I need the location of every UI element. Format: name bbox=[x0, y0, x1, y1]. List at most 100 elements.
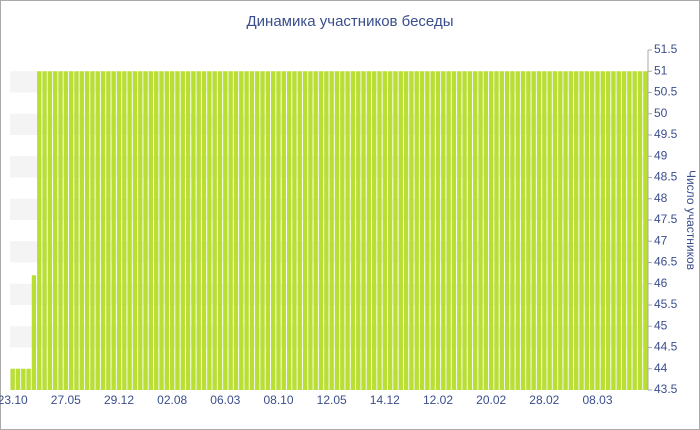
bar bbox=[403, 71, 409, 390]
bar bbox=[132, 71, 138, 390]
x-tick-label: 06.03 bbox=[210, 393, 240, 407]
grid-band bbox=[10, 71, 648, 93]
bar bbox=[605, 71, 611, 390]
bar bbox=[79, 71, 84, 390]
bar bbox=[47, 71, 53, 390]
bar bbox=[584, 71, 590, 390]
bar bbox=[143, 71, 148, 390]
bar bbox=[441, 71, 446, 390]
x-tick-label: 20.02 bbox=[476, 393, 506, 407]
bar bbox=[90, 71, 95, 390]
y-tick-label: 51.5 bbox=[654, 42, 678, 56]
bar bbox=[127, 71, 132, 390]
bar bbox=[382, 71, 387, 390]
bar bbox=[579, 71, 584, 390]
grid-band bbox=[10, 241, 648, 263]
y-tick-label: 45 bbox=[654, 318, 668, 332]
grid-band bbox=[10, 113, 648, 135]
y-tick-label: 47 bbox=[654, 233, 668, 247]
x-tick-label: 08.10 bbox=[263, 393, 293, 407]
x-tick-label: 02.08 bbox=[157, 393, 187, 407]
bar bbox=[154, 71, 159, 390]
y-tick-label: 43.5 bbox=[654, 382, 678, 396]
bar bbox=[265, 71, 271, 390]
bar bbox=[536, 71, 542, 390]
bar bbox=[552, 71, 558, 390]
x-tick-label: 28.02 bbox=[529, 393, 559, 407]
y-tick-label: 49.5 bbox=[654, 127, 678, 141]
bar bbox=[494, 71, 499, 390]
bar bbox=[84, 71, 90, 390]
bar bbox=[616, 71, 621, 390]
grid-band bbox=[10, 156, 648, 178]
y-tick-label: 45.5 bbox=[654, 297, 678, 311]
bar bbox=[451, 71, 457, 390]
bar bbox=[632, 71, 637, 390]
bar bbox=[334, 71, 340, 390]
bar bbox=[201, 71, 207, 390]
bar bbox=[37, 71, 42, 390]
bar bbox=[329, 71, 334, 390]
bar bbox=[446, 71, 451, 390]
bar bbox=[504, 71, 510, 390]
y-tick-label: 46 bbox=[654, 276, 668, 290]
y-tick-label: 44 bbox=[654, 361, 668, 375]
y-axis-title: Число участников bbox=[684, 170, 698, 270]
bar bbox=[430, 71, 435, 390]
bar bbox=[318, 71, 324, 390]
bar bbox=[138, 71, 143, 390]
bar bbox=[350, 71, 356, 390]
x-tick-label: 23.10 bbox=[0, 393, 28, 407]
bar bbox=[170, 71, 175, 390]
bar bbox=[58, 71, 63, 390]
bar bbox=[600, 71, 605, 390]
bar bbox=[10, 368, 15, 390]
bar bbox=[228, 71, 233, 390]
bar bbox=[393, 71, 398, 390]
bar bbox=[308, 71, 313, 390]
bar bbox=[356, 71, 361, 390]
bar bbox=[637, 71, 643, 390]
bar bbox=[542, 71, 547, 390]
y-tick-label: 50 bbox=[654, 106, 668, 120]
bar bbox=[21, 368, 26, 390]
bar bbox=[148, 71, 154, 390]
bar bbox=[435, 71, 441, 390]
bar bbox=[164, 71, 169, 390]
bar bbox=[53, 71, 58, 390]
x-tick-label: 29.12 bbox=[104, 393, 134, 407]
bar bbox=[366, 71, 372, 390]
bar bbox=[249, 71, 255, 390]
bar bbox=[627, 71, 632, 390]
bar bbox=[207, 71, 212, 390]
y-tick-label: 50.5 bbox=[654, 85, 678, 99]
bar bbox=[499, 71, 504, 390]
y-tick-label: 44.5 bbox=[654, 340, 678, 354]
bar bbox=[42, 71, 47, 390]
bar bbox=[116, 71, 122, 390]
bar bbox=[100, 71, 106, 390]
x-tick-label: 12.02 bbox=[423, 393, 453, 407]
grid-band bbox=[10, 326, 648, 348]
bar bbox=[590, 71, 595, 390]
bar bbox=[185, 71, 191, 390]
chart-title: Динамика участников беседы bbox=[247, 13, 454, 30]
bar bbox=[292, 71, 297, 390]
bar bbox=[361, 71, 366, 390]
bar bbox=[340, 71, 345, 390]
bar bbox=[15, 368, 21, 390]
bar bbox=[473, 71, 478, 390]
x-tick-label: 08.03 bbox=[582, 393, 612, 407]
bar bbox=[276, 71, 281, 390]
bar bbox=[239, 71, 244, 390]
bar bbox=[520, 71, 526, 390]
bar bbox=[425, 71, 430, 390]
bar bbox=[286, 71, 292, 390]
bar bbox=[297, 71, 302, 390]
bar bbox=[462, 71, 467, 390]
bar bbox=[467, 71, 473, 390]
y-tick-label: 49 bbox=[654, 148, 668, 162]
y-tick-label: 48 bbox=[654, 191, 668, 205]
